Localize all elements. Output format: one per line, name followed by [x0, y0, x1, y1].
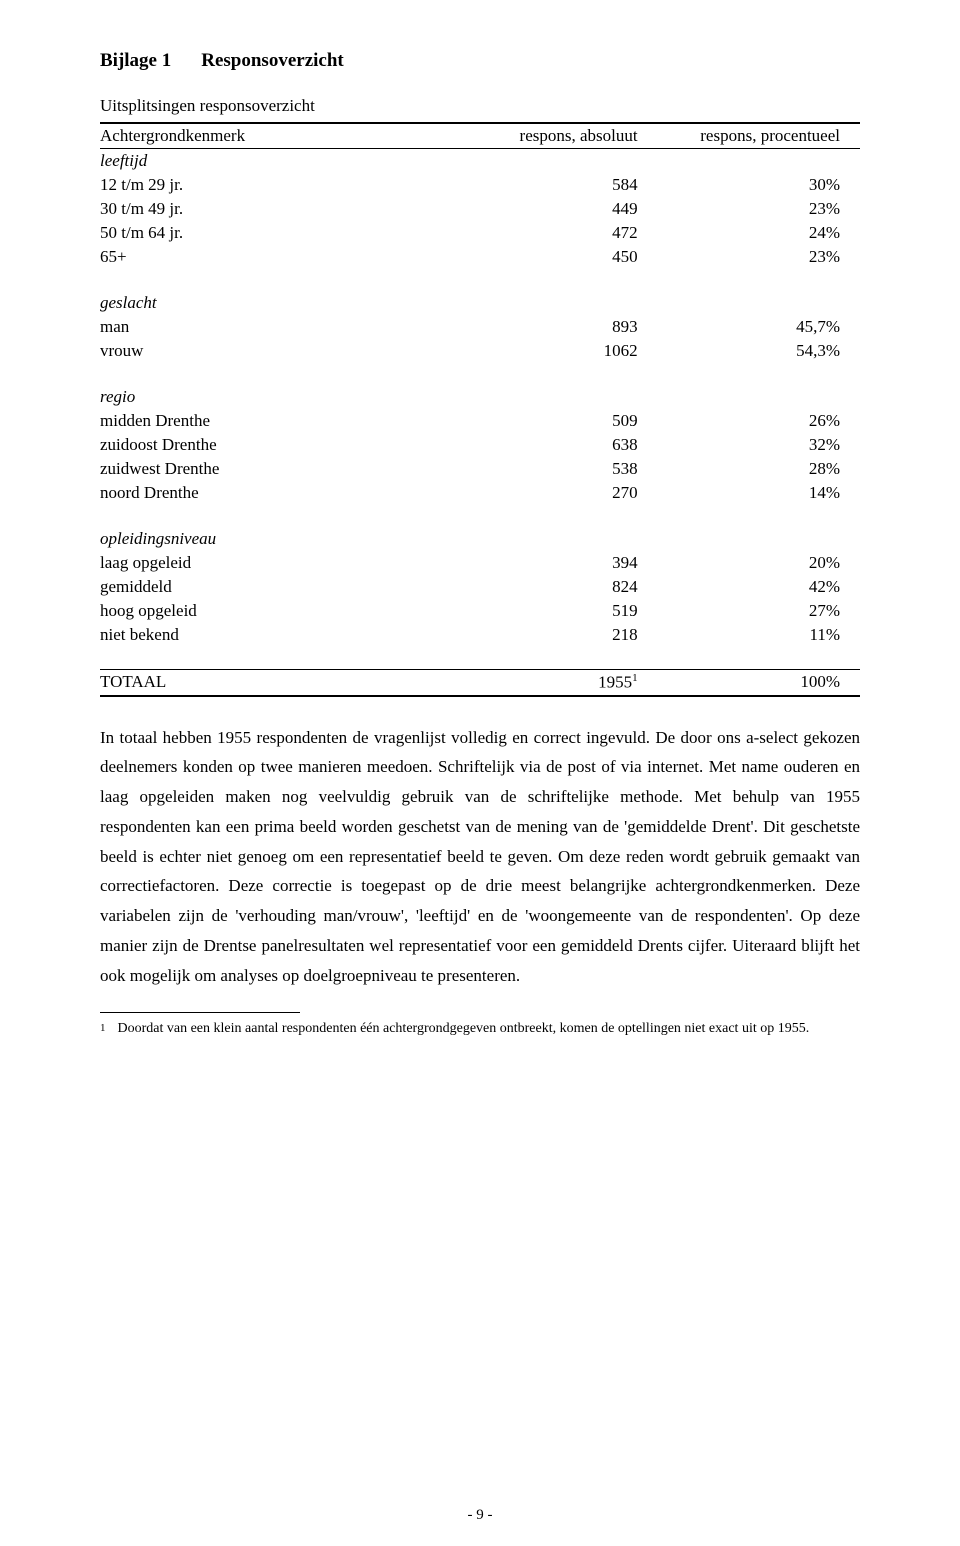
cell: 14%: [678, 481, 860, 505]
response-table: Achtergrondkenmerk respons, absoluut res…: [100, 122, 860, 697]
cell: 638: [495, 433, 677, 457]
section-label: regio: [100, 385, 860, 409]
cell: 270: [495, 481, 677, 505]
cell: 28%: [678, 457, 860, 481]
total-label: TOTAAL: [100, 670, 495, 696]
cell: 538: [495, 457, 677, 481]
cell: 30 t/m 49 jr.: [100, 197, 495, 221]
table-row: niet bekend21811%: [100, 623, 860, 647]
title-prefix: Bijlage 1: [100, 50, 171, 71]
cell: 509: [495, 409, 677, 433]
cell: 23%: [678, 245, 860, 269]
cell: 472: [495, 221, 677, 245]
table-row: man89345,7%: [100, 315, 860, 339]
cell: zuidwest Drenthe: [100, 457, 495, 481]
cell: 584: [495, 173, 677, 197]
subtitle: Uitsplitsingen responsoverzicht: [100, 96, 860, 116]
cell: 54,3%: [678, 339, 860, 363]
footnote-text: Doordat van een klein aantal respondente…: [118, 1019, 810, 1039]
cell: 26%: [678, 409, 860, 433]
section-label-text: regio: [100, 385, 860, 409]
total-value-2: 100%: [678, 670, 860, 696]
table-header-row: Achtergrondkenmerk respons, absoluut res…: [100, 123, 860, 149]
cell: 30%: [678, 173, 860, 197]
header-col-3: respons, procentueel: [678, 123, 860, 149]
footnote-rule: [100, 1012, 300, 1013]
cell: 20%: [678, 551, 860, 575]
footnote: 1 Doordat van een klein aantal responden…: [100, 1019, 860, 1039]
total-value-1: 19551: [495, 670, 677, 696]
cell: 65+: [100, 245, 495, 269]
total-row: TOTAAL 19551 100%: [100, 670, 860, 696]
cell: 24%: [678, 221, 860, 245]
table-row: midden Drenthe50926%: [100, 409, 860, 433]
header-col-2: respons, absoluut: [495, 123, 677, 149]
cell: 11%: [678, 623, 860, 647]
cell: hoog opgeleid: [100, 599, 495, 623]
cell: 449: [495, 197, 677, 221]
section-label-text: leeftijd: [100, 149, 860, 174]
cell: 450: [495, 245, 677, 269]
cell: 50 t/m 64 jr.: [100, 221, 495, 245]
header-col-1: Achtergrondkenmerk: [100, 123, 495, 149]
cell: noord Drenthe: [100, 481, 495, 505]
cell: 45,7%: [678, 315, 860, 339]
table-row: gemiddeld82442%: [100, 575, 860, 599]
cell: 27%: [678, 599, 860, 623]
table-row: zuidwest Drenthe53828%: [100, 457, 860, 481]
section-label-text: opleidingsniveau: [100, 527, 860, 551]
cell: niet bekend: [100, 623, 495, 647]
page-title: Bijlage 1 Responsoverzicht: [100, 50, 860, 72]
cell: 218: [495, 623, 677, 647]
page-number: - 9 -: [0, 1507, 960, 1524]
cell: midden Drenthe: [100, 409, 495, 433]
cell: 893: [495, 315, 677, 339]
table-row: 30 t/m 49 jr.44923%: [100, 197, 860, 221]
title-main: Responsoverzicht: [201, 50, 343, 71]
table-row: hoog opgeleid51927%: [100, 599, 860, 623]
table-row: zuidoost Drenthe63832%: [100, 433, 860, 457]
table-row: 65+45023%: [100, 245, 860, 269]
cell: 42%: [678, 575, 860, 599]
section-label: leeftijd: [100, 149, 860, 174]
table-row: 50 t/m 64 jr.47224%: [100, 221, 860, 245]
section-label: geslacht: [100, 291, 860, 315]
section-label: opleidingsniveau: [100, 527, 860, 551]
cell: laag opgeleid: [100, 551, 495, 575]
cell: zuidoost Drenthe: [100, 433, 495, 457]
cell: man: [100, 315, 495, 339]
cell: 32%: [678, 433, 860, 457]
cell: 824: [495, 575, 677, 599]
cell: vrouw: [100, 339, 495, 363]
cell: 394: [495, 551, 677, 575]
cell: 23%: [678, 197, 860, 221]
total-sup: 1: [632, 672, 638, 684]
table-row: noord Drenthe27014%: [100, 481, 860, 505]
section-label-text: geslacht: [100, 291, 860, 315]
cell: 519: [495, 599, 677, 623]
cell: 1062: [495, 339, 677, 363]
cell: gemiddeld: [100, 575, 495, 599]
cell: 12 t/m 29 jr.: [100, 173, 495, 197]
footnote-number: 1: [100, 1021, 106, 1039]
table-row: vrouw106254,3%: [100, 339, 860, 363]
table-row: 12 t/m 29 jr.58430%: [100, 173, 860, 197]
table-row: laag opgeleid39420%: [100, 551, 860, 575]
body-paragraph: In totaal hebben 1955 respondenten de vr…: [100, 723, 860, 991]
